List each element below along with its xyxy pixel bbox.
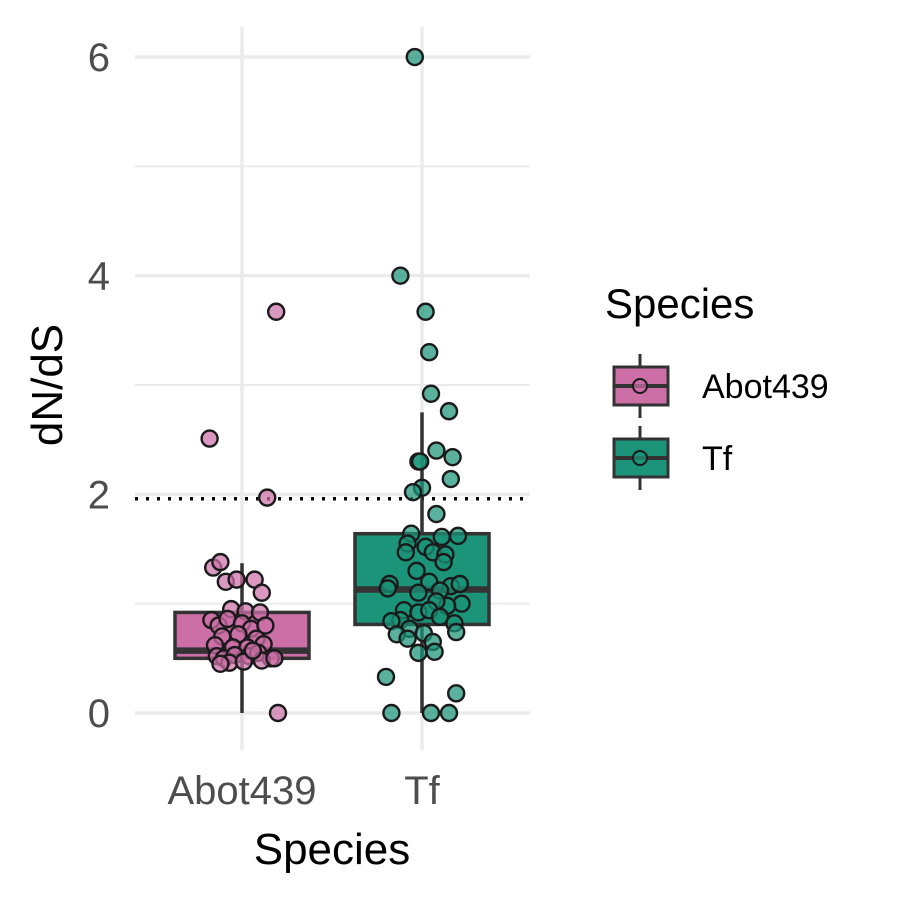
data-point [382, 703, 401, 723]
data-point [211, 654, 230, 674]
data-point [211, 552, 230, 572]
data-point [448, 526, 468, 546]
x-axis-title: Species [254, 825, 411, 874]
x-axis-ticks: Abot439 Tf [167, 769, 440, 813]
y-tick-label: 0 [88, 692, 110, 736]
data-point [421, 384, 441, 403]
data-point [405, 47, 424, 67]
data-point [427, 504, 446, 524]
data-point [420, 343, 439, 362]
data-point [411, 452, 430, 471]
legend-key-point [632, 450, 648, 466]
data-point [447, 622, 466, 642]
data-point [396, 543, 415, 562]
legend-label: Abot439 [702, 368, 829, 406]
jitter-points [200, 47, 471, 723]
data-point [391, 266, 410, 285]
data-point [416, 302, 435, 321]
data-point [403, 482, 423, 502]
data-point [432, 527, 451, 547]
data-point [434, 552, 453, 572]
data-point [409, 643, 428, 663]
y-tick-label: 2 [88, 473, 110, 517]
x-tick-label: Tf [404, 769, 440, 813]
y-axis-title: dN/dS [23, 324, 72, 446]
y-tick-label: 4 [88, 255, 110, 299]
data-point [268, 703, 288, 723]
data-point [447, 684, 466, 703]
data-point [409, 583, 428, 602]
data-point [439, 703, 459, 723]
data-point [441, 469, 460, 489]
legend-title: Species [605, 280, 754, 327]
legend-key-point [632, 378, 648, 394]
data-point [425, 642, 444, 661]
data-point [258, 488, 277, 507]
data-point [407, 561, 426, 581]
data-point [421, 703, 441, 723]
legend-items: Abot439 Tf [612, 354, 829, 490]
data-point [200, 429, 219, 448]
data-point [256, 616, 275, 635]
x-tick-label: Abot439 [167, 769, 316, 813]
data-point [252, 583, 271, 602]
data-point [243, 641, 263, 660]
data-point [450, 574, 469, 594]
y-axis-ticks: 0 2 4 6 [88, 36, 110, 736]
legend-label: Tf [702, 440, 733, 478]
data-point [439, 402, 459, 421]
data-point [427, 441, 446, 460]
y-tick-label: 6 [88, 36, 110, 80]
legend: Species Abot439 Tf [605, 280, 829, 490]
data-point [267, 302, 286, 321]
data-point [376, 667, 396, 687]
legend-item-abot439: Abot439 [612, 354, 829, 418]
data-point [443, 447, 462, 467]
data-point [265, 649, 284, 668]
data-point [227, 570, 246, 589]
data-point [378, 579, 397, 598]
data-point [398, 629, 417, 648]
legend-item-tf: Tf [612, 426, 733, 490]
